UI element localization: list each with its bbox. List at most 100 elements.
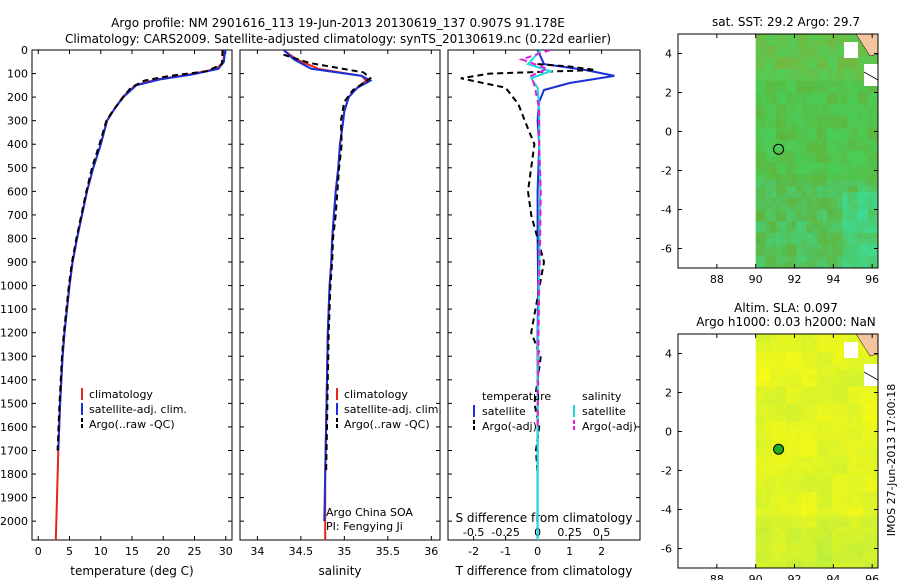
heatmap-cell — [806, 451, 813, 458]
heatmap-cell — [760, 186, 767, 193]
heatmap-cell — [837, 63, 843, 70]
heatmap-cell — [821, 427, 828, 434]
heatmap-cell — [872, 92, 879, 99]
heatmap-cell — [796, 244, 802, 251]
heatmap-cell — [801, 92, 807, 99]
heatmap-cell — [755, 180, 762, 187]
heatmap-cell — [806, 363, 813, 370]
heatmap-cell — [776, 538, 782, 546]
x-axis-label: T difference from climatology — [455, 564, 633, 578]
heatmap-cell — [755, 491, 762, 499]
heatmap-cell — [760, 69, 767, 76]
heatmap-cell — [816, 39, 823, 47]
heatmap-cell — [771, 133, 777, 140]
heatmap-cell — [806, 238, 813, 246]
heatmap-cell — [791, 162, 797, 169]
heatmap-cell — [781, 503, 787, 510]
heatmap-cell — [872, 262, 879, 269]
heatmap-cell — [781, 227, 787, 234]
heatmap-cell — [816, 209, 823, 216]
heatmap-cell — [872, 445, 879, 452]
heatmap-cell — [806, 398, 813, 405]
heatmap-cell — [806, 486, 813, 493]
heatmap-cell — [776, 51, 782, 58]
heatmap-cell — [842, 221, 848, 228]
heatmap-cell — [791, 509, 797, 516]
heatmap-cell — [771, 186, 777, 193]
heatmap-cell — [760, 139, 767, 146]
heatmap-cell — [801, 497, 807, 505]
heatmap-cell — [760, 556, 767, 563]
heatmap-cell — [760, 404, 767, 411]
heatmap-cell — [832, 98, 838, 105]
heatmap-cell — [765, 456, 772, 464]
heatmap-cell — [837, 339, 843, 347]
heatmap-cell — [791, 39, 797, 47]
heatmap-cell — [765, 86, 772, 93]
heatmap-cell — [755, 556, 762, 563]
heatmap-cell — [867, 410, 874, 417]
heatmap-cell — [811, 462, 818, 469]
heatmap-cell — [862, 256, 869, 263]
heatmap-cell — [832, 238, 838, 246]
argo-position-marker — [773, 143, 785, 155]
heatmap-cell — [857, 521, 864, 528]
heatmap-cell — [755, 421, 762, 429]
heatmap-cell — [781, 115, 787, 123]
heatmap-cell — [827, 174, 833, 181]
heatmap-cell — [816, 386, 823, 393]
heatmap-cell — [847, 380, 853, 388]
heatmap-cell — [821, 34, 828, 41]
heatmap-cell — [801, 45, 807, 52]
heatmap-cell — [862, 227, 869, 234]
heatmap-cell — [765, 351, 772, 358]
heatmap-cell — [776, 421, 782, 429]
heatmap-cell — [811, 392, 818, 399]
x-tick-label: -1 — [500, 545, 511, 558]
x-tick-label: -2 — [468, 545, 479, 558]
heatmap-cell — [765, 57, 772, 64]
heatmap-cell — [852, 562, 858, 569]
heatmap-cell — [771, 34, 777, 41]
heatmap-cell — [872, 421, 879, 429]
heatmap-cell — [786, 80, 792, 88]
heatmap-cell — [771, 527, 777, 534]
heatmap-cell — [862, 57, 869, 64]
difference-panel: -2 -1 0 1 2T difference from climatology-0.5… — [447, 49, 641, 578]
heatmap-cell — [771, 439, 777, 446]
heatmap-cell — [760, 491, 767, 499]
heatmap-cell — [811, 227, 818, 234]
heatmap-cell — [796, 503, 802, 510]
heatmap-cell — [786, 486, 792, 493]
heatmap-cell — [862, 398, 869, 405]
heatmap-cell — [821, 334, 828, 341]
heatmap-cell — [760, 339, 767, 347]
heatmap-cell — [852, 104, 858, 111]
heatmap-cell — [765, 445, 772, 452]
heatmap-cell — [857, 527, 864, 534]
heatmap-cell — [872, 357, 879, 364]
heatmap-cell — [755, 339, 762, 347]
heatmap-cell — [821, 262, 828, 269]
heatmap-cell — [816, 244, 823, 251]
heatmap-cell — [837, 415, 843, 423]
heatmap-cell — [857, 398, 864, 405]
heatmap-cell — [837, 562, 843, 569]
heatmap-cell — [791, 392, 797, 399]
heatmap-cell — [760, 34, 767, 41]
heatmap-cell — [801, 221, 807, 228]
heatmap-cell — [832, 544, 838, 551]
heatmap-cell — [816, 345, 823, 352]
heatmap-cell — [776, 392, 782, 399]
heatmap-cell — [791, 550, 797, 557]
heatmap-cell — [776, 562, 782, 569]
legend-label: Argo(..raw -QC) — [344, 418, 430, 431]
heatmap-cell — [755, 445, 762, 452]
heatmap-cell — [765, 191, 772, 199]
heatmap-cell — [842, 486, 848, 493]
heatmap-cell — [796, 69, 802, 76]
heatmap-cell — [811, 156, 818, 164]
heatmap-cell — [811, 410, 818, 417]
heatmap-cell — [857, 351, 864, 358]
heatmap-cell — [786, 191, 792, 199]
